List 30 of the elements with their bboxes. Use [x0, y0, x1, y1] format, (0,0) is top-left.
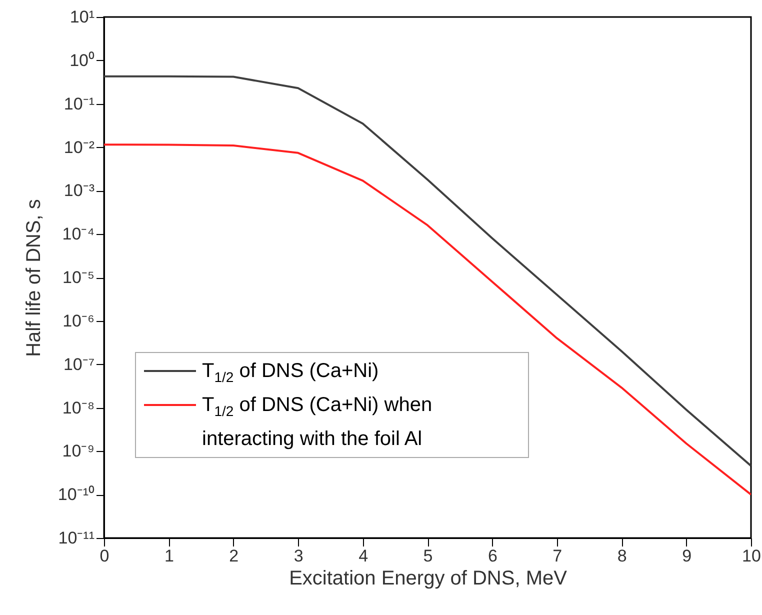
x-tick-label: 10	[742, 546, 761, 566]
y-tick-label: 10⁻²	[64, 138, 95, 157]
x-tick-label: 9	[682, 546, 692, 566]
x-tick-label: 8	[617, 546, 627, 566]
x-tick-label: 3	[294, 546, 304, 566]
y-axis-title: Half life of DNS, s	[22, 199, 45, 357]
y-tick-label: 10⁻⁴	[62, 224, 94, 244]
line-series	[104, 144, 751, 496]
legend-label: T$_{1/2}$ of DNS (Ca+Ni)	[202, 359, 379, 387]
y-tick-label: 10⁻¹	[64, 94, 95, 114]
y-tick-label: 10⁻⁵	[62, 268, 94, 287]
legend-label: T$_{1/2}$ of DNS (Ca+Ni) when interacting with the foil Al	[202, 393, 434, 452]
line-series	[104, 75, 751, 467]
y-tick-label: 10⁻⁹	[62, 442, 94, 461]
x-tick-label: 6	[488, 546, 498, 566]
x-axis-title: Excitation Energy of DNS, MeV	[289, 568, 568, 590]
x-tick-label: 0	[100, 546, 110, 566]
x-tick-label: 5	[423, 546, 433, 566]
y-tick-label: 10⁻⁶	[62, 311, 94, 330]
y-tick-label: 10⁰	[70, 50, 94, 70]
y-tick-label: 10⁻¹¹	[58, 528, 95, 548]
y-tick-label: 10⁻¹⁰	[58, 485, 94, 504]
x-tick-label: 1	[164, 546, 174, 566]
x-tick-label: 2	[229, 546, 239, 566]
x-tick-label: 7	[552, 546, 562, 566]
y-tick-label: 10⁻⁷	[63, 354, 94, 374]
y-tick-label: 10⁻⁸	[62, 398, 94, 418]
y-tick-label: 10⁻³	[64, 181, 95, 200]
y-tick-label: 10¹	[70, 8, 95, 26]
x-tick-label: 4	[358, 546, 368, 566]
